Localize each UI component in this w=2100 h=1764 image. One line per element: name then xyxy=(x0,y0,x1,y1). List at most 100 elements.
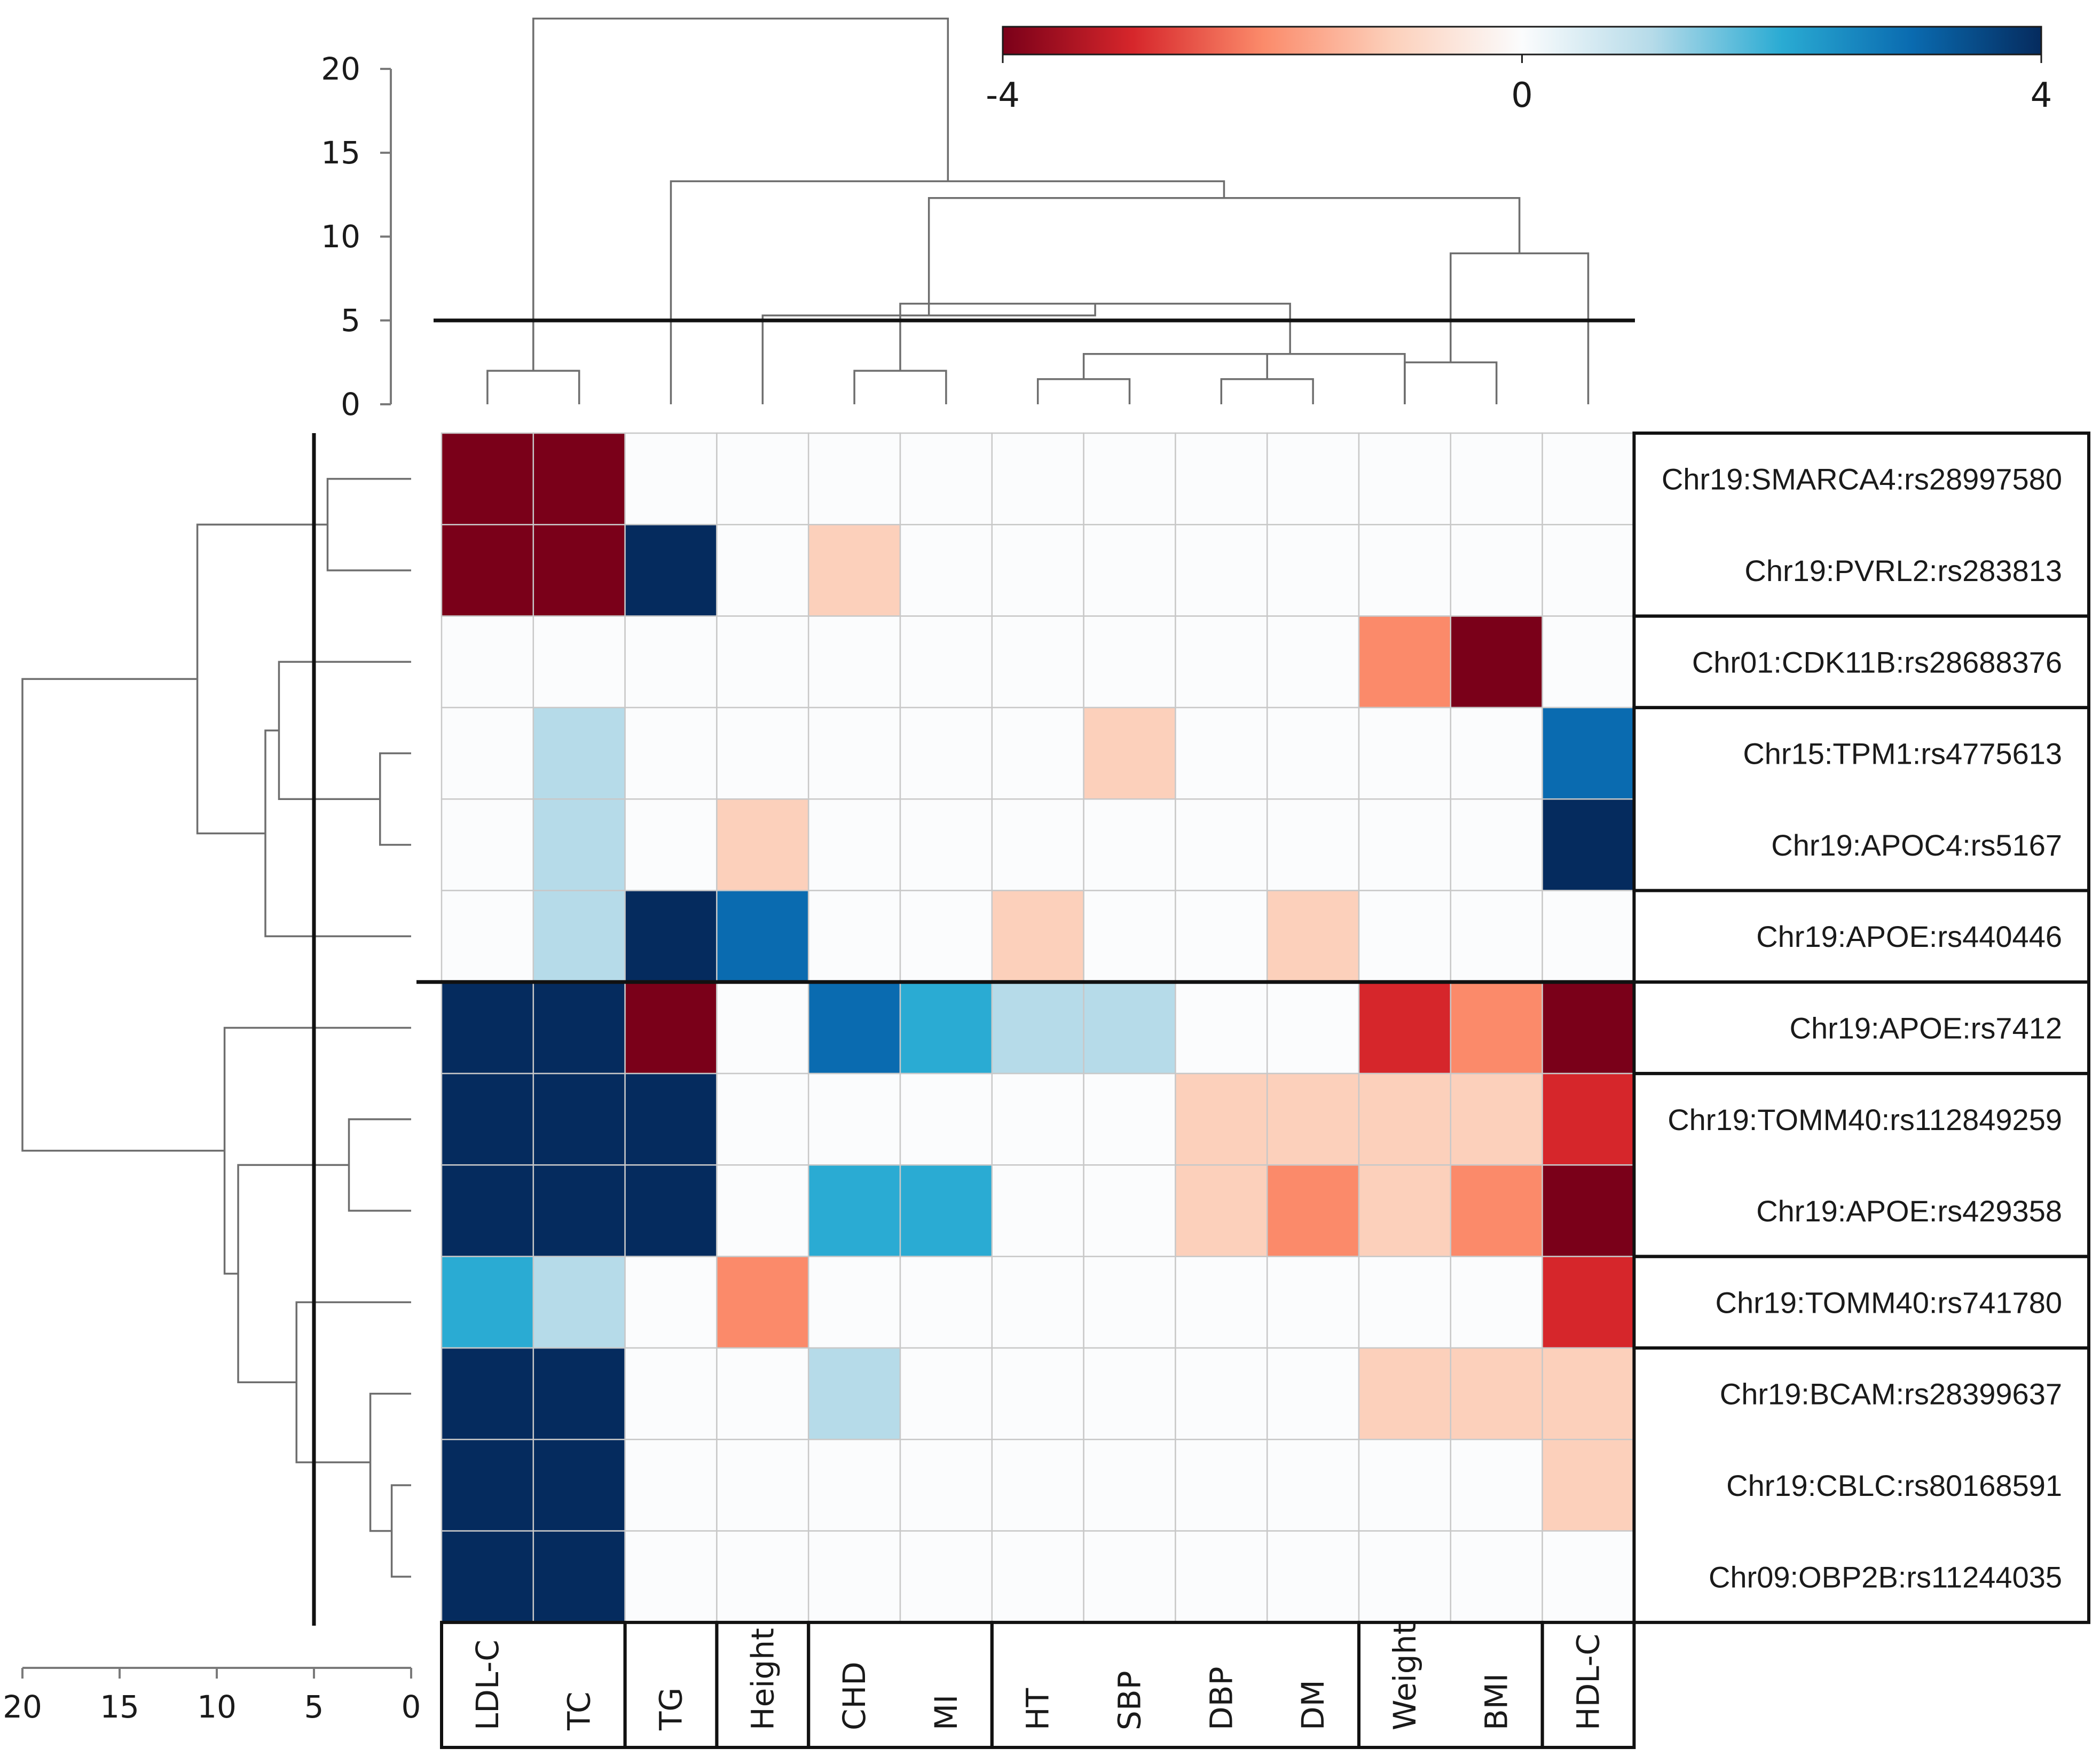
top-axis-tick-label: 5 xyxy=(341,302,360,339)
left-axis-tick-label: 0 xyxy=(402,1689,421,1725)
top-dendrogram-link xyxy=(486,370,580,404)
column-label: HT xyxy=(1020,1688,1056,1730)
heatmap-cell xyxy=(1266,890,1360,983)
heatmap-cell xyxy=(807,798,901,891)
color-scale-tick-label: 0 xyxy=(1511,76,1533,115)
column-label: SBP xyxy=(1112,1671,1148,1730)
heatmap-cell xyxy=(441,890,534,983)
column-label: MI xyxy=(928,1695,964,1730)
left-dendrogram-link xyxy=(390,1484,411,1578)
heatmap-cell xyxy=(807,707,901,800)
heatmap-cell xyxy=(532,1530,626,1624)
top-axis-tick-label: 10 xyxy=(321,218,360,255)
heatmap-cell xyxy=(991,1439,1084,1532)
cut-lines xyxy=(312,318,1635,1626)
heatmap-cell xyxy=(716,524,809,617)
heatmap-cell xyxy=(1450,981,1543,1075)
heatmap-cell xyxy=(1083,1347,1176,1440)
heatmap-cell xyxy=(1083,1164,1176,1257)
heatmap-cell xyxy=(532,1256,626,1349)
top-dendrogram-link xyxy=(1082,353,1268,379)
left-dendrogram-link xyxy=(278,661,411,800)
heatmap-cell xyxy=(532,524,626,617)
heatmap-cell xyxy=(991,432,1084,526)
heatmap-cell xyxy=(899,798,993,891)
heatmap-cell xyxy=(1175,615,1268,709)
heatmap-cell xyxy=(1358,524,1452,617)
heatmap-cell xyxy=(1083,707,1176,800)
column-label: DM xyxy=(1295,1680,1331,1730)
heatmap-cell xyxy=(441,981,534,1075)
top-dendrogram-link xyxy=(853,370,947,404)
heatmap-cell xyxy=(1083,890,1176,983)
heatmap-cell xyxy=(1175,524,1268,617)
heatmap-cell xyxy=(1358,890,1452,983)
left-dendrogram-link xyxy=(379,752,411,846)
top-axis-tick-label: 20 xyxy=(321,51,360,87)
heatmap-cell xyxy=(991,981,1084,1075)
heatmap-cell xyxy=(1541,1072,1635,1166)
row-label: Chr19:TOMM40:rs112849259 xyxy=(1668,1103,2062,1136)
heatmap-cell xyxy=(624,981,718,1075)
heatmap-cell xyxy=(1358,615,1452,709)
heatmap-cell xyxy=(532,615,626,709)
left-dendrogram-link xyxy=(237,1164,349,1383)
heatmap-cell xyxy=(1358,798,1452,891)
heatmap-cell xyxy=(1175,1256,1268,1349)
column-label: DBP xyxy=(1203,1667,1239,1730)
column-label: TC xyxy=(561,1691,597,1731)
heatmap-cell xyxy=(716,432,809,526)
row-label: Chr19:APOE:rs7412 xyxy=(1790,1011,2062,1045)
heatmap-cell xyxy=(991,1347,1084,1440)
heatmap-cell xyxy=(1358,1347,1452,1440)
heatmap-cell xyxy=(441,1530,534,1624)
column-label: CHD xyxy=(836,1661,872,1730)
row-label: Chr19:APOC4:rs5167 xyxy=(1771,828,2062,862)
column-group-boxes xyxy=(440,1620,1636,1749)
row-label: Chr19:CBLC:rs80168591 xyxy=(1726,1469,2062,1502)
heatmap-cell xyxy=(624,1256,718,1349)
heatmap-cell xyxy=(1541,1256,1635,1349)
heatmap-cell xyxy=(899,1347,993,1440)
top-axis-tick-label: 15 xyxy=(321,135,360,171)
heatmap-cell xyxy=(716,798,809,891)
row-group-box xyxy=(1632,1346,2090,1624)
heatmap-cell xyxy=(532,1164,626,1257)
row-label: Chr09:OBP2B:rs11244035 xyxy=(1709,1560,2062,1594)
heatmap-cell xyxy=(624,1530,718,1624)
heatmap-cell xyxy=(807,1439,901,1532)
heatmap-cell xyxy=(1450,1164,1543,1257)
heatmap-cell xyxy=(899,615,993,709)
heatmap-cell xyxy=(1358,1072,1452,1166)
heatmap-cell xyxy=(1175,1530,1268,1624)
heatmap-cell xyxy=(532,798,626,891)
heatmap-cell xyxy=(1450,432,1543,526)
row-group-box xyxy=(1632,432,2090,618)
top-dendrogram-link xyxy=(1036,378,1131,404)
heatmap-cell xyxy=(1541,524,1635,617)
color-scale-tick-label: -4 xyxy=(986,76,1020,115)
heatmap-cell xyxy=(1175,1347,1268,1440)
heatmap-cell xyxy=(1266,1072,1360,1166)
top-dendrogram-link xyxy=(927,197,1521,316)
heatmap-cell xyxy=(1083,981,1176,1075)
heatmap-cell xyxy=(807,524,901,617)
heatmap-cell xyxy=(1083,615,1176,709)
top-dendrogram-link xyxy=(1450,252,1590,404)
heatmap-cell xyxy=(899,890,993,983)
heatmap-cell xyxy=(1450,1439,1543,1532)
heatmap-cell xyxy=(716,1439,809,1532)
heatmap-cell xyxy=(899,432,993,526)
heatmap-cell xyxy=(1175,1164,1268,1257)
heatmap-cell xyxy=(716,890,809,983)
heatmap-cell xyxy=(1358,1439,1452,1532)
heatmap-cell xyxy=(716,707,809,800)
heatmap-cell xyxy=(899,981,993,1075)
heatmap-cell xyxy=(807,1164,901,1257)
heatmap-cell xyxy=(1266,981,1360,1075)
heatmap-cell xyxy=(624,524,718,617)
row-label: Chr19:PVRL2:rs283813 xyxy=(1744,554,2062,587)
heatmap-cell xyxy=(1083,1439,1176,1532)
heatmap-cell xyxy=(1358,432,1452,526)
